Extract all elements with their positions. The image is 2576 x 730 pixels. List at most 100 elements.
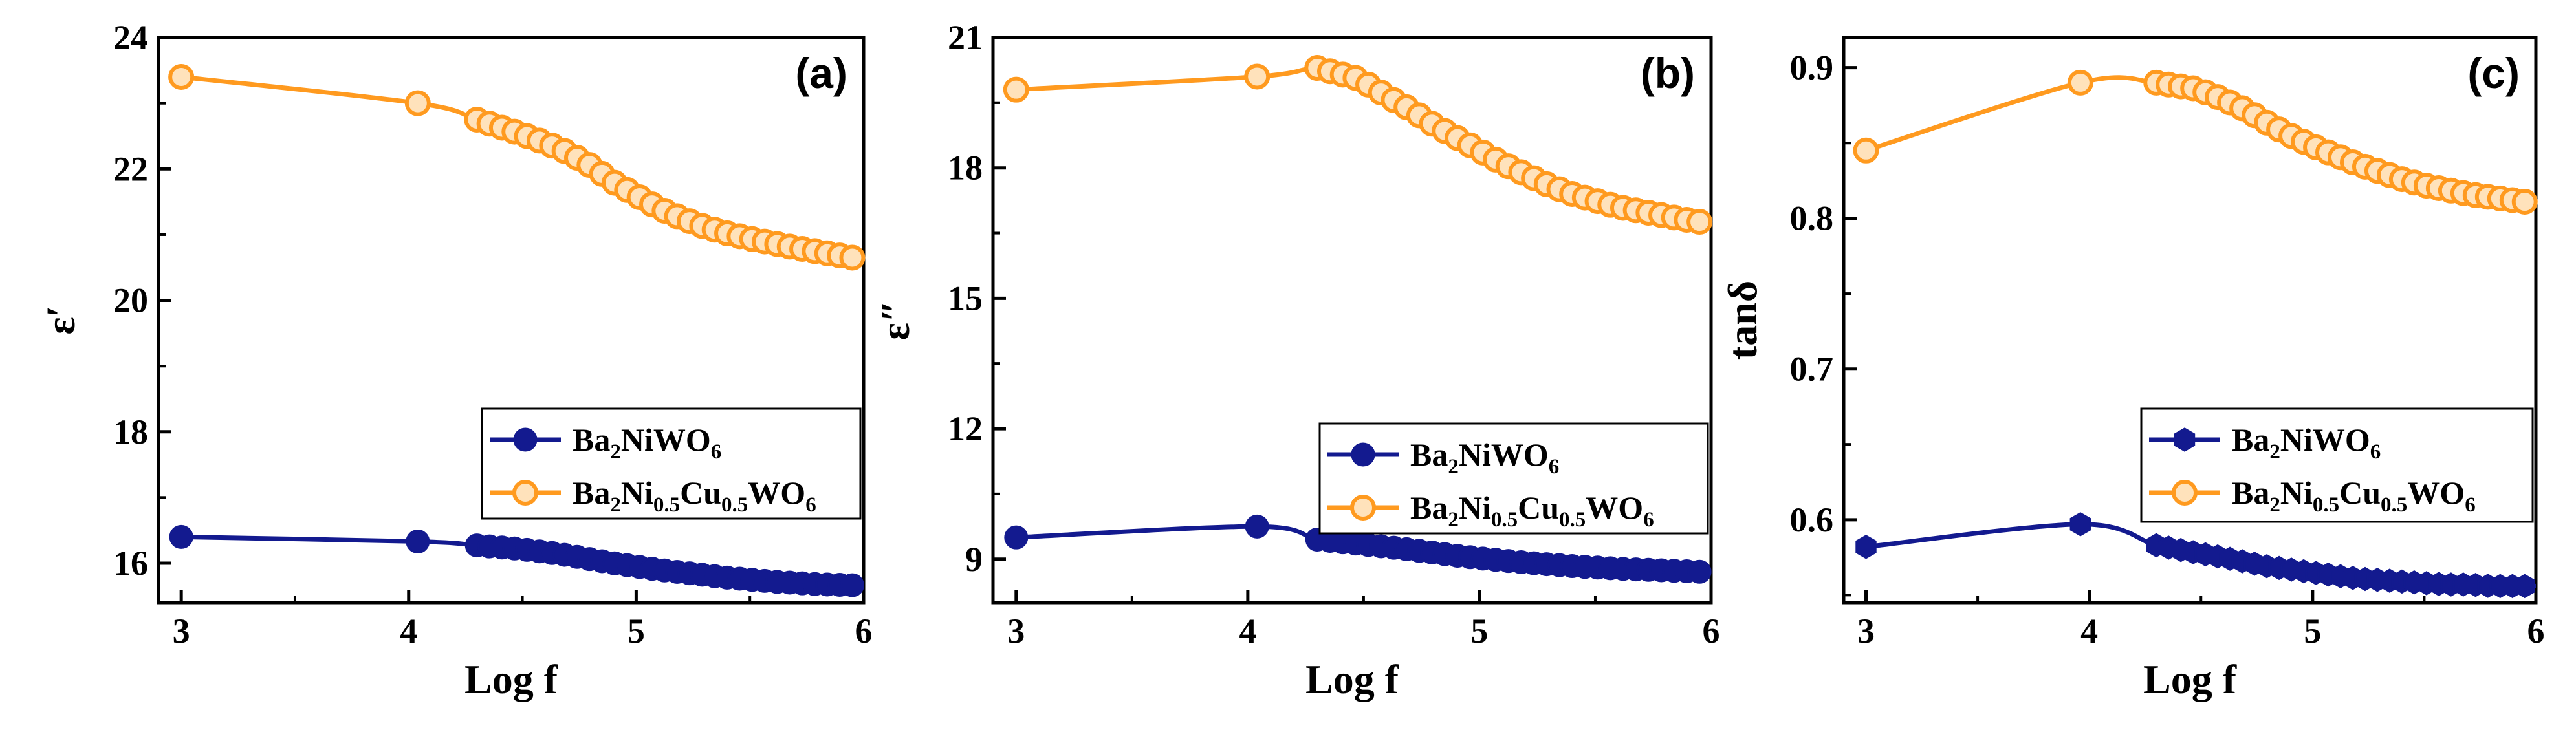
legend-label-text: Ba <box>1410 489 1448 526</box>
legend-entry: Ba2NiWO6 <box>1327 436 1559 478</box>
series-ba2ni05cu05wo6 <box>1853 69 2538 215</box>
legend-label-text: Ni <box>1459 489 1491 526</box>
x-tick-label: 6 <box>1703 612 1720 650</box>
data-point <box>839 244 866 271</box>
data-point <box>2069 512 2091 537</box>
legend: Ba2NiWO6 Ba2Ni0.5Cu0.5WO6 <box>2140 407 2534 523</box>
legend-entry: Ba2NiWO6 <box>2149 422 2381 464</box>
x-tick-label: 4 <box>2080 612 2098 650</box>
legend-label: Ba2NiWO6 <box>573 422 721 464</box>
legend-label-subscript: 0.5 <box>1491 508 1518 531</box>
plot-frame <box>1842 36 2538 605</box>
series-ba2ni05cu05wo6 <box>168 63 866 271</box>
x-tick-label: 4 <box>400 612 417 650</box>
x-tick-label: 3 <box>173 612 190 650</box>
panel-label: (b) <box>1641 49 1695 97</box>
legend-label-subscript: 6 <box>805 493 816 517</box>
x-axis-title: Log f <box>2143 656 2237 702</box>
y-tick-label: 16 <box>113 544 148 583</box>
x-tick-label: 3 <box>1007 612 1025 650</box>
y-tick-label: 18 <box>113 413 148 451</box>
y-tick-label: 18 <box>948 149 983 188</box>
series-ba2niwo6 <box>169 524 864 597</box>
data-point <box>169 524 193 549</box>
y-tick-label: 0.7 <box>1790 350 1834 389</box>
data-point <box>2511 189 2538 215</box>
legend-label: Ba2Ni0.5Cu0.5WO6 <box>1410 489 1654 531</box>
x-tick-label: 5 <box>1470 612 1488 650</box>
legend-label-text: NiWO <box>621 422 711 458</box>
legend-box <box>1318 422 1709 535</box>
legend-label-subscript: 6 <box>1643 508 1654 531</box>
legend-label-subscript: 0.5 <box>2313 493 2339 517</box>
legend-marker <box>2174 427 2196 452</box>
data-point <box>404 90 431 116</box>
data-point <box>168 63 195 90</box>
data-point <box>2067 69 2093 96</box>
data-point <box>1244 63 1271 90</box>
legend-marker <box>512 480 538 506</box>
y-tick-label: 20 <box>113 281 148 320</box>
x-tick-label: 6 <box>2527 612 2545 650</box>
legend-marker <box>1350 495 1376 521</box>
x-tick-label: 5 <box>2304 612 2321 650</box>
y-axis-title: ε″ <box>872 300 918 341</box>
legend-label-subscript: 2 <box>1448 508 1459 531</box>
legend-entry: Ba2Ni0.5Cu0.5WO6 <box>490 475 816 517</box>
legend-label-text: Cu <box>2339 475 2381 511</box>
legend-entry: Ba2NiWO6 <box>490 422 721 464</box>
x-axis-title: Log f <box>464 656 558 702</box>
legend-label-text: Ba <box>2232 475 2269 511</box>
legend-label-subscript: 0.5 <box>653 493 680 517</box>
y-tick-label: 0.8 <box>1790 199 1834 238</box>
data-point <box>1003 76 1029 103</box>
legend-label-subscript: 6 <box>2465 493 2476 517</box>
legend-label-text: Cu <box>1518 489 1559 526</box>
y-tick-label: 9 <box>965 540 983 579</box>
legend-label-subscript: 6 <box>2370 440 2381 464</box>
legend-label-text: Ni <box>2280 475 2313 511</box>
legend-label-subscript: 0.5 <box>721 493 748 517</box>
x-axis-title: Log f <box>1305 656 1399 702</box>
legend-label-subscript: 2 <box>1448 455 1459 478</box>
y-axis-title: ε′ <box>38 305 83 334</box>
legend-label-subscript: 2 <box>610 440 621 464</box>
plot-frame <box>991 36 1713 605</box>
y-tick-label: 21 <box>948 18 983 57</box>
legend-label-text: Cu <box>680 475 721 511</box>
x-tick-label: 5 <box>628 612 645 650</box>
series-ba2niwo6 <box>1855 512 2536 599</box>
legend-label-subscript: 6 <box>711 440 722 464</box>
data-point <box>1004 525 1029 550</box>
data-point <box>1686 209 1713 235</box>
legend-label-text: WO <box>1586 489 1643 526</box>
legend-box <box>2140 407 2534 523</box>
series-ba2niwo6 <box>1004 514 1712 584</box>
data-point <box>1245 514 1269 539</box>
x-tick-label: 4 <box>1239 612 1256 650</box>
y-tick-label: 15 <box>948 279 983 317</box>
panel-label: (a) <box>795 49 847 97</box>
legend-label: Ba2Ni0.5Cu0.5WO6 <box>2232 475 2476 517</box>
data-point <box>1855 535 1877 559</box>
legend-label-subscript: 6 <box>1549 455 1560 478</box>
y-tick-label: 24 <box>113 18 148 57</box>
legend-label-subscript: 0.5 <box>2381 493 2407 517</box>
legend-label-subscript: 2 <box>610 493 621 517</box>
legend-label-text: Ba <box>573 475 610 511</box>
y-tick-label: 0.9 <box>1790 48 1834 87</box>
series-ba2ni05cu05wo6 <box>1003 55 1713 235</box>
legend-label-text: Ni <box>621 475 653 511</box>
legend-label-subscript: 0.5 <box>1559 508 1586 531</box>
legend-entry: Ba2Ni0.5Cu0.5WO6 <box>2149 475 2476 517</box>
legend-label-text: Ba <box>2232 422 2269 458</box>
legend-label: Ba2NiWO6 <box>2232 422 2381 464</box>
data-point <box>1853 137 1879 164</box>
y-tick-label: 22 <box>113 149 148 188</box>
